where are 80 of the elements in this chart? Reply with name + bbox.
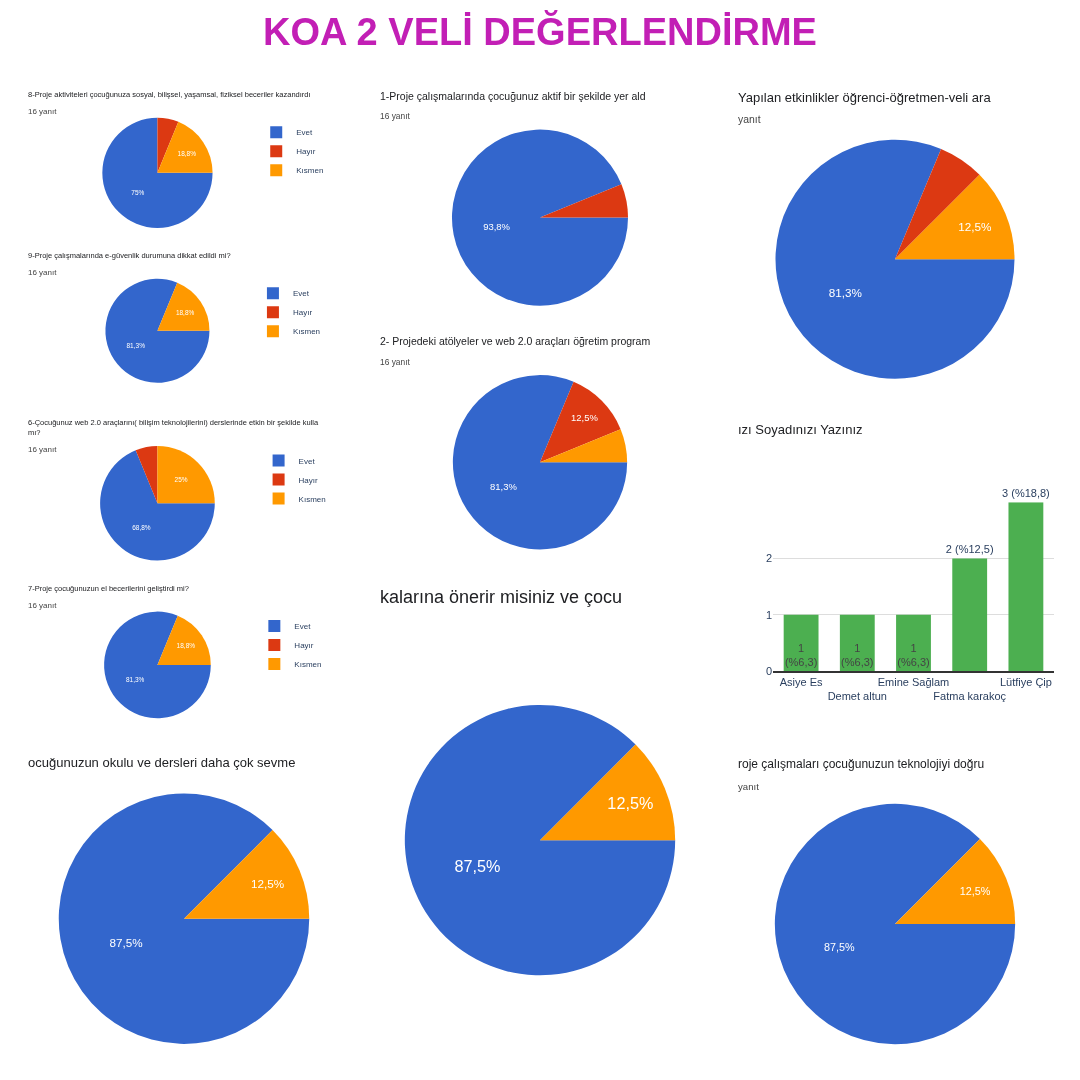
pie-slice xyxy=(157,615,211,665)
legend-label: Hayır xyxy=(294,641,314,651)
bar xyxy=(896,614,931,671)
chart-subtitle: 16 yanıt xyxy=(380,111,411,121)
legend-label: Evet xyxy=(292,289,310,299)
pie-slice xyxy=(157,282,210,331)
data-label: 12,5% xyxy=(958,219,992,233)
pie-slice xyxy=(58,793,310,1044)
chart-subtitle: yanıt xyxy=(738,781,760,792)
x-tick-label: Lütfiye Çip xyxy=(999,675,1052,688)
chart-title: kalarına önerir misiniz ve çocu xyxy=(380,587,623,607)
legend-label: Evet xyxy=(296,128,314,138)
bar xyxy=(1008,502,1044,671)
pie-slice xyxy=(895,174,1015,260)
pie-slice xyxy=(157,117,179,173)
chart-title: ızı Soyadınızı Yazınız xyxy=(738,422,863,437)
pie-slice xyxy=(105,278,210,383)
data-label: 12,5% xyxy=(251,877,285,891)
text: KOA 2 VELİ DEĞERLENDİRME xyxy=(263,10,817,53)
legend-label: Hayır xyxy=(296,147,316,157)
legend-label: Hayır xyxy=(292,308,313,318)
chart-subtitle: 16 yanıt xyxy=(28,268,58,277)
legend-label: Kısmen xyxy=(294,660,322,670)
x-tick-label: Demet altun xyxy=(827,690,887,703)
y-tick-label: 1 xyxy=(765,608,772,621)
pie-slice xyxy=(775,139,1015,379)
x-tick-label: Asiye Es xyxy=(779,675,823,688)
data-label: 1 (%6,3) xyxy=(841,641,874,668)
chart-subtitle: 16 yanıt xyxy=(28,445,58,454)
chart-subtitle: 16 yanıt xyxy=(28,601,58,610)
pie-slice xyxy=(775,803,1016,1045)
bar xyxy=(839,614,875,671)
pie-slice xyxy=(540,381,621,463)
chart-title: 2- Projedeki atölyeler ve web 2.0 araçları öğretim program xyxy=(380,335,651,347)
pie-slice xyxy=(452,375,628,550)
data-label: 87,5% xyxy=(109,936,143,950)
pie-slice xyxy=(157,445,215,504)
pie-slice xyxy=(540,184,629,218)
pie-slice xyxy=(184,830,310,919)
pie-slice xyxy=(405,704,676,976)
y-tick-label: 0 xyxy=(765,664,772,677)
data-label: 1 (%6,3) xyxy=(784,641,818,668)
data-label: 2 (%12,5) xyxy=(945,543,994,556)
data-label: 3 (%18,8) xyxy=(1002,487,1050,500)
pie-slice xyxy=(895,839,1016,925)
pie-slice xyxy=(157,121,213,173)
data-label: 87,5% xyxy=(823,941,855,954)
data-label: 12,5% xyxy=(607,793,654,812)
x-tick-label: Fatma karakoç xyxy=(933,690,1007,703)
pie-slice xyxy=(100,450,215,561)
legend-label: Evet xyxy=(294,622,312,632)
chart-title: 1-Proje çalışmalarında çocuğunuz aktif bir şekilde yer ald xyxy=(380,90,646,102)
legend-label: Kısmen xyxy=(292,327,321,337)
legend-label: Kısmen xyxy=(296,166,324,176)
bar xyxy=(952,558,988,671)
pie-slice xyxy=(102,117,213,228)
bar xyxy=(783,614,819,671)
data-label: 81,3% xyxy=(828,285,862,299)
legend-label: Hayır xyxy=(298,475,319,485)
legend-label: Kısmen xyxy=(298,494,326,504)
legend-label: Evet xyxy=(298,456,316,466)
data-label: 1 (%6,3) xyxy=(897,641,930,668)
pie-slice xyxy=(135,445,158,504)
pie-slice xyxy=(540,429,628,463)
pie-slice xyxy=(540,744,676,841)
chart-subtitle: 16 yanıt xyxy=(28,107,58,116)
data-label: 81,3% xyxy=(490,480,518,492)
chart-subtitle: yanıt xyxy=(738,114,761,125)
pie-slice xyxy=(104,611,211,719)
y-tick-label: 2 xyxy=(765,552,772,565)
data-label: 12,5% xyxy=(571,412,599,424)
data-label: 12,5% xyxy=(959,884,991,897)
pie-slice xyxy=(452,129,629,306)
chart-title: ocuğunuzun okulu ve dersleri daha çok sevme xyxy=(28,755,296,770)
chart-subtitle: 16 yanıt xyxy=(380,357,411,367)
chart-title: Yapılan etkinlikler öğrenci-öğretmen-veli ara xyxy=(738,90,992,105)
data-label: 93,8% xyxy=(483,220,511,232)
data-label: 87,5% xyxy=(454,857,501,875)
chart-title: roje çalışmaları çocuğunuzun teknolojiyi doğru xyxy=(738,757,985,771)
x-tick-label: Emine Sağlam xyxy=(877,675,950,688)
